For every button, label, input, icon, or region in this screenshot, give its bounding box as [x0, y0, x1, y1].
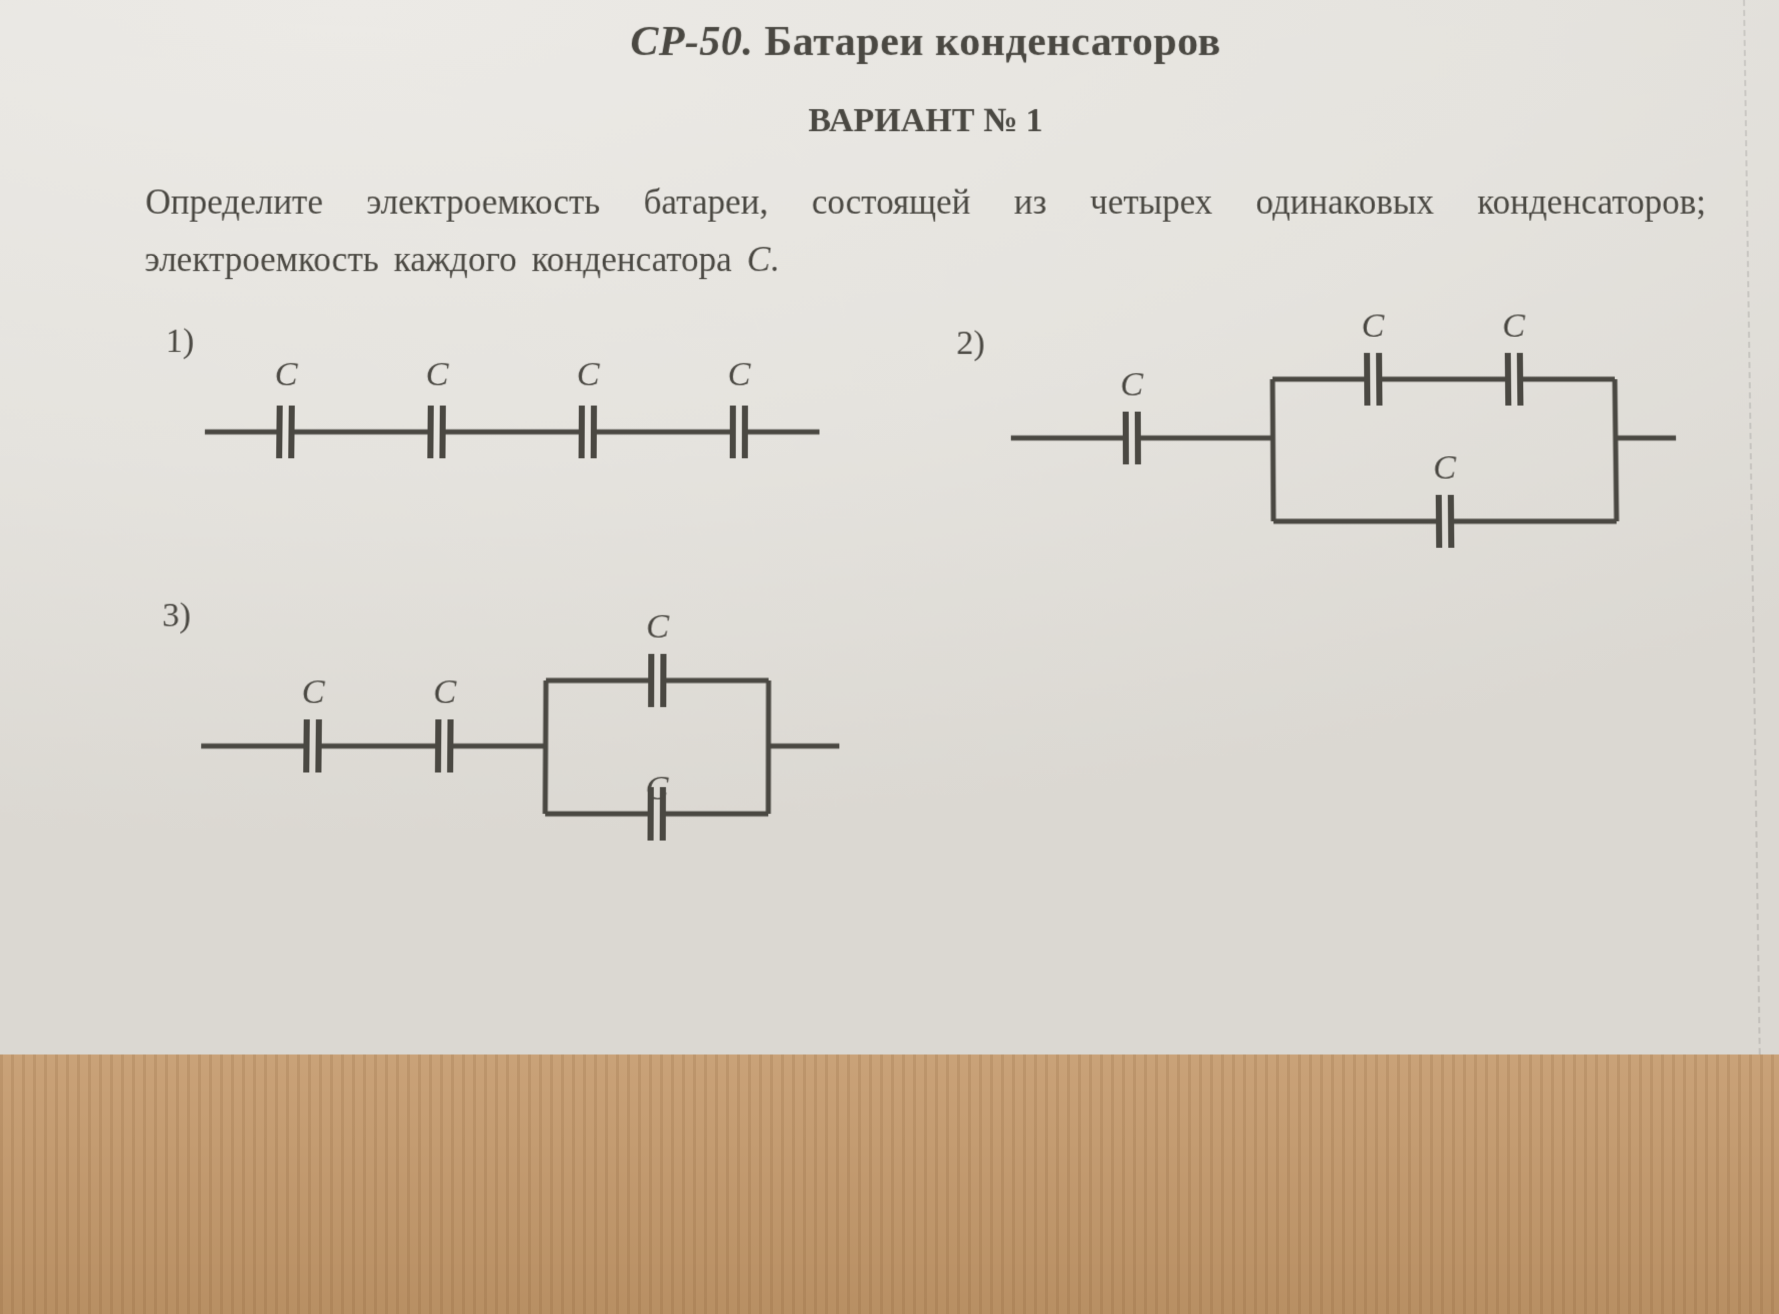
problem-prompt: Определите электроемкость батареи, состо…: [144, 174, 1707, 288]
svg-text:C: C: [728, 356, 751, 393]
svg-text:C: C: [1433, 450, 1457, 488]
svg-text:C: C: [1361, 308, 1384, 345]
svg-text:C: C: [645, 770, 668, 808]
circuit-2: C C C C: [970, 309, 1698, 593]
textbook-page: СР-50. Батареи конденсаторов ВАРИАНТ № 1…: [0, 0, 1779, 1054]
problem-1: 1) C C C C: [164, 319, 930, 481]
variant-heading: ВАРИАНТ № 1: [138, 102, 1713, 140]
svg-text:C: C: [301, 674, 325, 712]
svg-text:C: C: [646, 608, 669, 646]
circuit-3: C C C C: [159, 593, 890, 859]
problem-number-1: 1): [165, 323, 194, 361]
problem-3: 3) C C C C: [159, 593, 890, 859]
prompt-var-c: C: [747, 240, 771, 279]
svg-text:C: C: [274, 356, 298, 393]
title-rest: Батареи конденсаторов: [753, 19, 1221, 65]
prompt-text-b: .: [770, 240, 779, 279]
problem-number-3: 3): [162, 597, 191, 636]
problem-number-2: 2): [956, 325, 985, 363]
title-prefix: СР-50.: [630, 19, 753, 65]
svg-text:C: C: [1502, 308, 1526, 345]
page-title: СР-50. Батареи конденсаторов: [139, 18, 1712, 66]
circuit-1: CCCC: [164, 319, 930, 481]
prompt-text-a: Определите электроемкость батареи, состо…: [144, 182, 1706, 278]
problem-2: 2) CCCC: [970, 309, 1698, 593]
desk-background: СР-50. Батареи конденсаторов ВАРИАНТ № 1…: [0, 0, 1779, 1314]
svg-text:C: C: [433, 674, 457, 712]
svg-text:C: C: [577, 356, 600, 393]
problems-area: 1) C C C C 2) C C C C 3) C C C C: [129, 319, 1723, 849]
svg-text:C: C: [1120, 366, 1143, 403]
svg-text:C: C: [425, 356, 448, 393]
